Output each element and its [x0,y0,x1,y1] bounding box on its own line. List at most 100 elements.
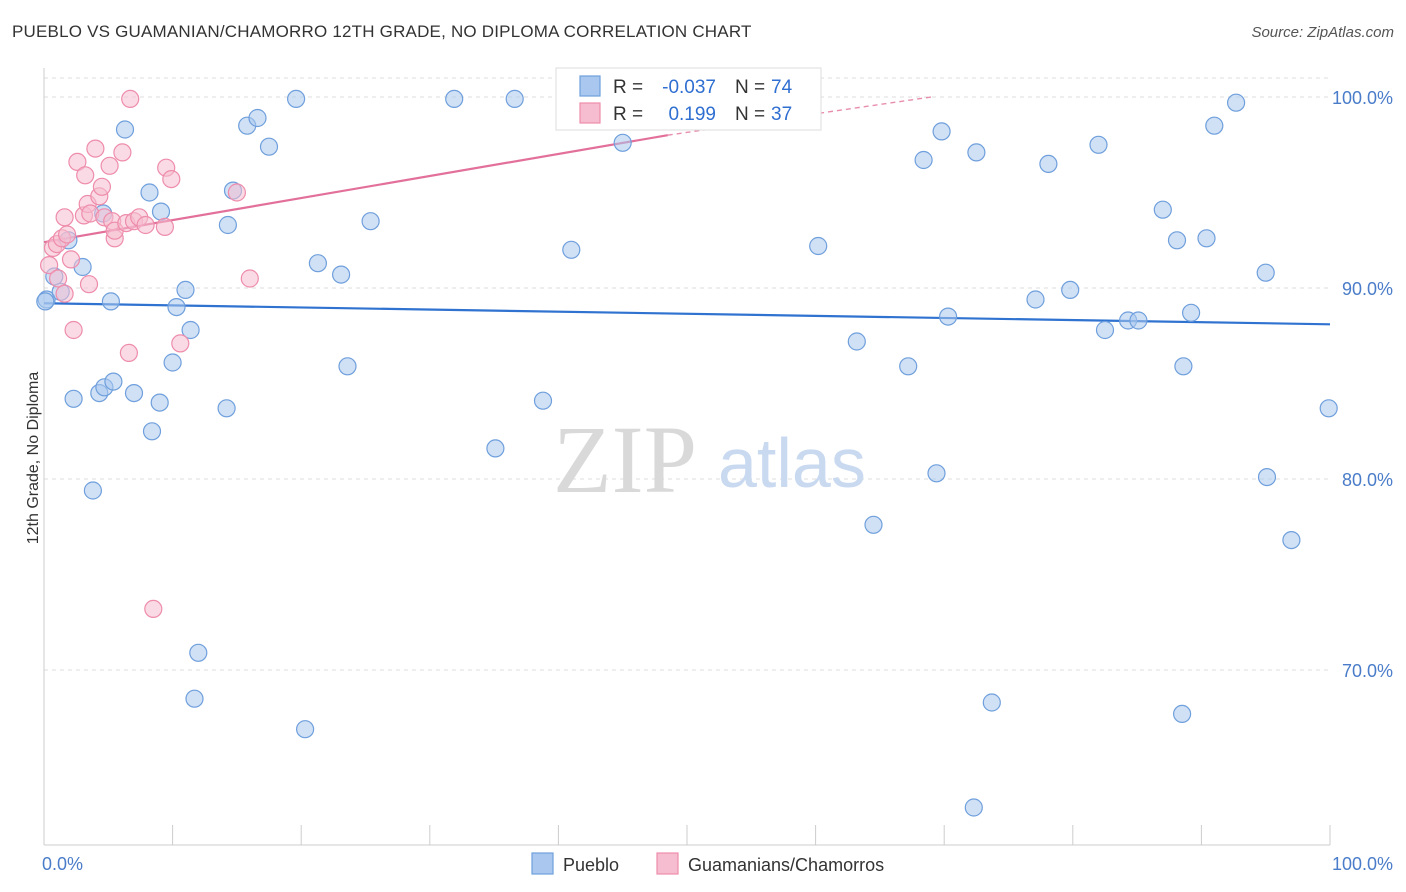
guamanian-point [100,156,119,175]
pueblo-trendline [43,302,1331,326]
pueblo-point [938,307,958,326]
guamanian-point [113,143,132,162]
pueblo-point [1026,290,1045,309]
pueblo-point [287,89,306,109]
stats-r-label-pueblo: R = [613,77,643,98]
guamanian-point [86,139,105,158]
guamanian-point [39,256,59,275]
stats-n-value-pueblo: 74 [771,77,793,98]
pueblo-point [1174,357,1193,376]
pueblo-point [1129,311,1148,330]
pueblo-point [308,254,327,273]
legend-label-guamanian: Guamanians/Chamorros [688,855,884,875]
pueblo-point [1226,93,1246,112]
pueblo-point [140,183,159,202]
pueblo-point [445,89,464,109]
pueblo-point [613,133,632,152]
guamanian-point [57,225,77,244]
pueblo-point [1282,530,1301,550]
stats-n-label-guamanian: N = [735,104,765,125]
pueblo-point [115,120,135,139]
guamanian-point [155,217,174,236]
guamanian-point [162,170,181,189]
pueblo-point [864,515,883,534]
pueblo-point [1061,280,1080,299]
trend-layer [43,96,1331,326]
pueblo-point [142,422,162,441]
watermark-zip: ZIP [553,406,697,513]
pueblo-point [296,720,315,739]
guamanian-point [136,215,155,235]
guamanian-point [68,152,87,171]
axis-layer: 100.0% 90.0% 80.0% 70.0% 0.0% 100.0% [42,68,1393,874]
watermark: ZIP atlas [553,406,866,513]
pueblo-point [64,389,83,408]
pueblo-point [338,357,357,376]
points-layer [36,89,1338,817]
guamanian-point [92,177,112,196]
stats-n-label-pueblo: N = [735,77,765,98]
pueblo-point [1039,154,1058,173]
pueblo-point [218,215,237,235]
chart-title: PUEBLO VS GUAMANIAN/CHAMORRO 12TH GRADE,… [12,22,752,41]
guamanian-point [144,599,163,619]
legend: Pueblo Guamanians/Chamorros [531,852,884,875]
pueblo-point [847,332,866,351]
pueblo-point [181,320,200,340]
y-tick-label: 70.0% [1342,661,1393,681]
pueblo-point [1181,303,1201,322]
pueblo-point [101,292,121,311]
pueblo-point [914,150,933,170]
source-credit: Source: ZipAtlas.com [1251,24,1394,41]
pueblo-point [1256,263,1275,282]
pueblo-point [964,798,983,817]
guamanian-point [121,89,140,109]
grid-layer [44,77,1330,671]
pueblo-point [1205,116,1224,135]
pueblo-point [809,236,828,256]
pueblo-point [562,240,581,259]
pueblo-point [150,393,169,412]
pueblo-point [932,122,951,141]
pueblo-point [163,353,182,372]
pueblo-point [486,439,505,458]
pueblo-point [217,399,236,418]
pueblo-point [248,108,267,128]
guamanian-point [61,250,81,269]
stats-r-label-guamanian: R = [613,104,643,125]
stats-n-value-guamanian: 37 [771,104,792,125]
pueblo-point [167,298,186,317]
guamanian-point [119,343,138,362]
pueblo-point [104,372,123,391]
pueblo-point [1153,200,1172,219]
pueblo-point [533,391,553,410]
pueblo-point [189,643,208,662]
pueblo-point [83,481,103,500]
pueblo-point [899,357,918,376]
legend-swatch-guamanian [656,852,679,875]
y-tick-label: 90.0% [1342,279,1393,299]
guamanian-point [240,269,259,288]
pueblo-point [982,693,1001,712]
pueblo-point [332,265,351,284]
pueblo-point [151,202,171,221]
pueblo-point [927,464,946,483]
pueblo-point [1095,320,1115,340]
x-tick-label: 100.0% [1332,854,1393,874]
watermark-atlas: atlas [718,424,866,502]
pueblo-point [185,689,204,708]
pueblo-point [361,212,380,231]
guamanian-point [76,166,95,185]
pueblo-point [1167,231,1187,250]
pueblo-point [1172,704,1192,724]
pueblo-point [1089,135,1108,154]
guamanian-point [227,183,246,202]
y-tick-label: 80.0% [1342,470,1393,490]
pueblo-point [124,384,144,403]
guamanian-point [171,334,190,353]
guamanian-point [79,275,99,294]
stats-box: R = -0.037 N = 74 R = 0.199 N = 37 [555,67,822,131]
guamanian-point [55,208,74,227]
stats-r-value-pueblo: -0.037 [662,77,716,98]
